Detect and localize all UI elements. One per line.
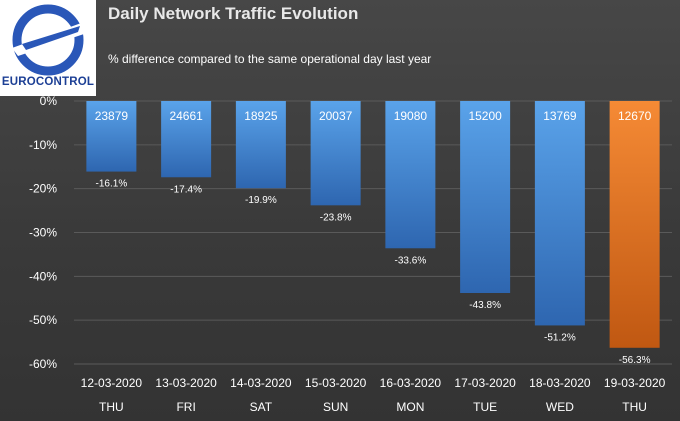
bar-flight-count: 19080 [394,109,428,123]
y-tick-label: -20% [29,182,57,196]
logo-text: EUROCONTROL [1,76,95,88]
x-date-label: 15-03-2020 [305,376,367,390]
y-tick-label: -60% [29,357,57,371]
bar [86,101,137,172]
bar [235,101,286,189]
bar-value-label: -33.6% [395,255,427,266]
chart-title: Daily Network Traffic Evolution [108,4,359,23]
x-date-label: 18-03-2020 [529,376,591,390]
bar [460,101,511,293]
x-date-label: 14-03-2020 [230,376,292,390]
y-tick-label: -50% [29,313,57,327]
bar-flight-count: 13769 [543,109,577,123]
bar-value-label: -56.3% [619,355,651,366]
bar-value-label: -51.2% [544,332,576,343]
x-day-label: THU [622,400,647,414]
bar [310,101,361,206]
bar-value-label: -17.4% [170,184,202,195]
x-date-label: 16-03-2020 [380,376,442,390]
bar [385,101,436,249]
bar-flight-count: 24661 [169,109,203,123]
eurocontrol-logo: EUROCONTROL [0,0,96,96]
x-date-label: 19-03-2020 [604,376,666,390]
bar-flight-count: 23879 [95,109,129,123]
chart-subtitle: % difference compared to the same operat… [108,52,432,66]
x-day-label: MON [396,400,424,414]
x-day-label: SUN [323,400,348,414]
bar-flight-count: 12670 [618,109,652,123]
x-date-label: 12-03-2020 [81,376,143,390]
x-date-label: 13-03-2020 [155,376,217,390]
x-day-label: SAT [250,400,273,414]
bar [161,101,212,178]
bar-value-label: -43.8% [469,300,501,311]
bar-flight-count: 15200 [468,109,502,123]
x-day-label: THU [99,400,124,414]
bar-flight-count: 18925 [244,109,278,123]
x-day-label: TUE [473,400,497,414]
y-tick-label: -30% [29,226,57,240]
bar [534,101,585,326]
x-day-label: FRI [176,400,195,414]
logo-emblem-icon [12,4,84,76]
bar-value-label: -23.8% [320,212,352,223]
x-date-label: 17-03-2020 [454,376,516,390]
y-tick-label: -40% [29,269,57,283]
y-tick-label: -10% [29,138,57,152]
bar-flight-count: 20037 [319,109,353,123]
bar-value-label: -19.9% [245,195,277,206]
bar [609,101,660,348]
bar-value-label: -16.1% [96,179,128,190]
y-tick-label: 0% [40,94,58,108]
x-day-label: WED [546,400,574,414]
